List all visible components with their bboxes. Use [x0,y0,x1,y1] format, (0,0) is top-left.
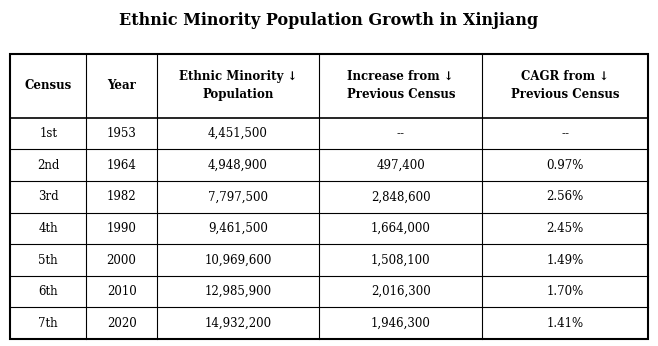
Text: 7th: 7th [38,317,58,330]
Text: 7,797,500: 7,797,500 [208,190,268,203]
Text: 14,932,200: 14,932,200 [205,317,272,330]
Text: 10,969,600: 10,969,600 [205,254,272,266]
Text: 4th: 4th [38,222,58,235]
Text: 1.70%: 1.70% [547,285,584,298]
Text: 1st: 1st [39,127,57,140]
Text: Census: Census [24,79,72,92]
Text: 497,400: 497,400 [376,159,425,172]
Text: Ethnic Minority ↓
Population: Ethnic Minority ↓ Population [179,70,297,101]
Text: 6th: 6th [38,285,58,298]
Text: 1,508,100: 1,508,100 [371,254,430,266]
Text: 1,946,300: 1,946,300 [371,317,431,330]
Text: Ethnic Minority Population Growth in Xinjiang: Ethnic Minority Population Growth in Xin… [119,12,539,29]
Text: 2.56%: 2.56% [547,190,584,203]
Text: 12,985,900: 12,985,900 [205,285,272,298]
Text: 9,461,500: 9,461,500 [208,222,268,235]
Text: 2.45%: 2.45% [547,222,584,235]
Text: 1.41%: 1.41% [547,317,584,330]
Text: Increase from ↓
Previous Census: Increase from ↓ Previous Census [347,70,455,101]
Text: 2020: 2020 [107,317,136,330]
Text: 4,948,900: 4,948,900 [208,159,268,172]
Text: CAGR from ↓
Previous Census: CAGR from ↓ Previous Census [511,70,619,101]
Text: 0.97%: 0.97% [546,159,584,172]
Text: 3rd: 3rd [38,190,59,203]
Text: 5th: 5th [38,254,58,266]
Text: 1982: 1982 [107,190,136,203]
Text: 1,664,000: 1,664,000 [371,222,431,235]
Text: 2,848,600: 2,848,600 [371,190,430,203]
Text: 2,016,300: 2,016,300 [371,285,431,298]
Bar [10,54,648,339]
Text: --: -- [397,127,405,140]
Text: 2010: 2010 [107,285,136,298]
Text: 1990: 1990 [107,222,136,235]
Text: 2nd: 2nd [37,159,59,172]
Text: 1.49%: 1.49% [547,254,584,266]
Text: Year: Year [107,79,136,92]
Text: 1953: 1953 [107,127,136,140]
Text: 4,451,500: 4,451,500 [208,127,268,140]
Text: 2000: 2000 [107,254,136,266]
Text: --: -- [561,127,569,140]
Text: 1964: 1964 [107,159,136,172]
